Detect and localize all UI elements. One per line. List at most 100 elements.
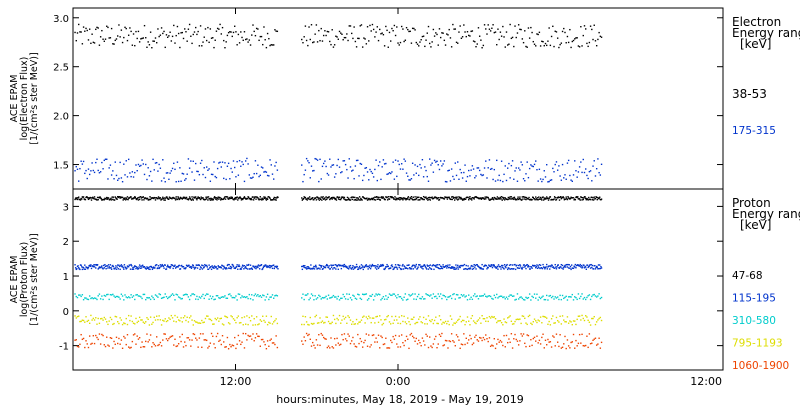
data-point: [141, 264, 144, 267]
data-point: [552, 315, 554, 317]
data-point: [217, 265, 219, 267]
data-point: [333, 197, 336, 200]
data-point: [209, 28, 212, 30]
data-point: [491, 167, 493, 170]
data-point: [475, 322, 477, 325]
data-point: [430, 46, 432, 48]
data-point: [542, 295, 544, 297]
data-point: [247, 163, 249, 165]
data-point: [507, 196, 510, 199]
data-point: [217, 196, 219, 198]
data-point: [358, 37, 360, 40]
data-point: [85, 316, 87, 318]
data-point: [465, 337, 467, 340]
data-point: [474, 264, 477, 267]
data-point: [566, 162, 569, 164]
data-point: [307, 334, 309, 337]
data-point: [471, 315, 474, 317]
data-point: [355, 318, 358, 321]
data-point: [392, 322, 394, 325]
data-point: [197, 298, 199, 301]
data-point: [274, 198, 276, 201]
data-point: [407, 196, 410, 198]
data-point: [224, 198, 227, 200]
data-point: [542, 199, 545, 201]
data-point: [168, 35, 170, 37]
data-point: [315, 199, 318, 201]
data-point: [482, 317, 485, 320]
data-point: [406, 198, 408, 200]
data-point: [528, 266, 530, 268]
data-point: [533, 318, 536, 320]
data-point: [255, 316, 258, 318]
data-point: [120, 293, 123, 295]
legend-item: 175-315: [732, 125, 776, 137]
data-point: [182, 173, 185, 175]
data-point: [375, 293, 377, 295]
data-point: [79, 167, 81, 170]
data-point: [135, 266, 138, 268]
data-point: [138, 264, 141, 266]
data-point: [404, 340, 407, 342]
data-point: [580, 196, 583, 199]
data-point: [544, 316, 547, 318]
data-point: [375, 31, 377, 33]
data-point: [235, 295, 237, 297]
data-point: [520, 161, 522, 163]
data-point: [568, 264, 570, 266]
data-point: [405, 299, 408, 301]
data-point: [450, 196, 453, 198]
data-point: [369, 168, 371, 171]
data-point: [372, 317, 375, 319]
data-point: [188, 298, 191, 301]
data-point: [85, 340, 87, 342]
data-point: [502, 324, 504, 326]
data-point: [340, 297, 342, 300]
data-point: [130, 263, 132, 266]
data-point: [522, 266, 524, 269]
data-point: [174, 267, 177, 269]
data-point: [164, 264, 166, 266]
data-point: [164, 333, 166, 335]
data-point: [81, 338, 84, 341]
y-axis-label-line: ACE EPAM: [9, 256, 20, 304]
data-point: [220, 166, 223, 168]
data-point: [494, 296, 497, 299]
data-point: [156, 336, 158, 338]
data-point: [207, 196, 210, 198]
data-point: [583, 267, 586, 269]
data-point: [397, 160, 399, 162]
data-point: [547, 299, 549, 301]
data-point: [230, 346, 232, 348]
data-point: [535, 297, 537, 299]
data-point: [561, 196, 564, 199]
data-point: [563, 27, 565, 30]
data-point: [550, 265, 552, 268]
data-point: [149, 31, 152, 33]
data-point: [126, 334, 129, 336]
data-point: [497, 268, 499, 270]
data-point: [598, 337, 600, 339]
data-point: [425, 268, 428, 270]
data-point: [582, 158, 584, 161]
data-point: [106, 336, 108, 338]
data-point: [114, 39, 116, 42]
data-point: [513, 178, 515, 180]
data-point: [577, 171, 580, 173]
data-point: [181, 333, 184, 336]
data-point: [588, 333, 591, 335]
data-point: [396, 297, 398, 299]
data-point: [157, 296, 159, 298]
data-point: [444, 320, 447, 323]
data-point: [530, 164, 532, 166]
data-point: [372, 299, 375, 301]
data-point: [444, 44, 447, 46]
data-point: [114, 161, 116, 163]
data-point: [303, 173, 305, 176]
data-point: [464, 323, 466, 326]
data-point: [158, 343, 160, 346]
data-point: [533, 163, 536, 166]
data-point: [372, 197, 375, 199]
data-point: [555, 268, 558, 270]
data-point: [304, 169, 307, 171]
